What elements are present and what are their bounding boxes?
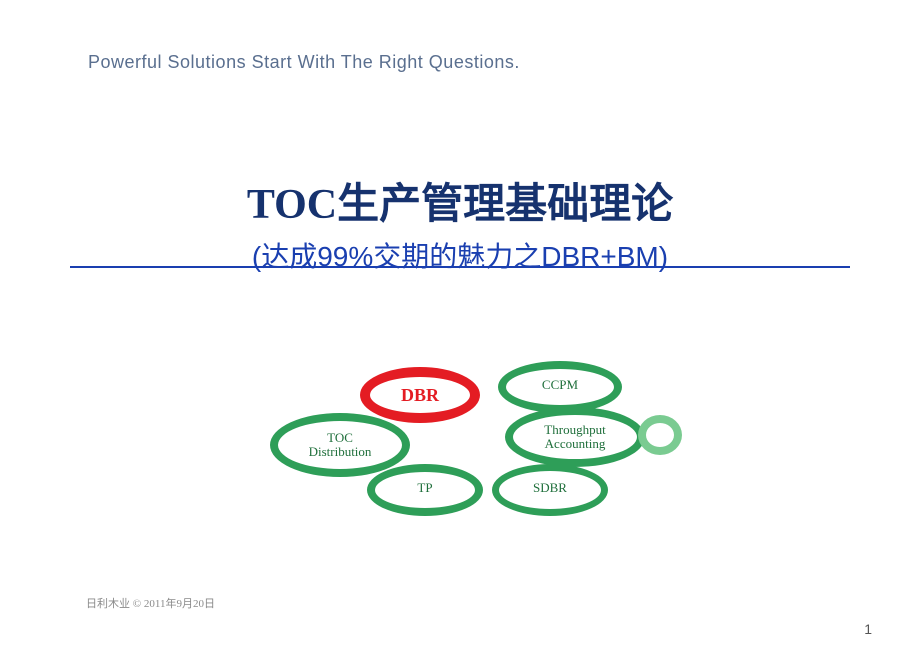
title-rule <box>70 266 850 268</box>
ring-label-sdbr: SDBR <box>492 481 608 495</box>
tagline-text: Powerful Solutions Start With The Right … <box>88 52 520 73</box>
ring-label-dbr: DBR <box>360 386 480 406</box>
title-block: TOC生产管理基础理论 (达成99%交期的魅力之DBR+BM) <box>0 170 920 275</box>
toc-ring-diagram: DBRCCPMTOC DistributionThroughput Accoun… <box>280 355 700 535</box>
ring-label-tocdist: TOC Distribution <box>270 431 410 460</box>
title-sub: (达成99%交期的魅力之DBR+BM) <box>0 235 920 275</box>
title-main: TOC生产管理基础理论 <box>0 170 920 231</box>
ring-label-ccpm: CCPM <box>498 378 622 392</box>
ring-label-ta: Throughput Accounting <box>505 423 645 452</box>
ring-accent <box>638 415 682 455</box>
ring-label-tp: TP <box>367 481 483 495</box>
footer-text: 日利木业 © 2011年9月20日 <box>86 595 215 611</box>
page-number: 1 <box>864 621 872 637</box>
